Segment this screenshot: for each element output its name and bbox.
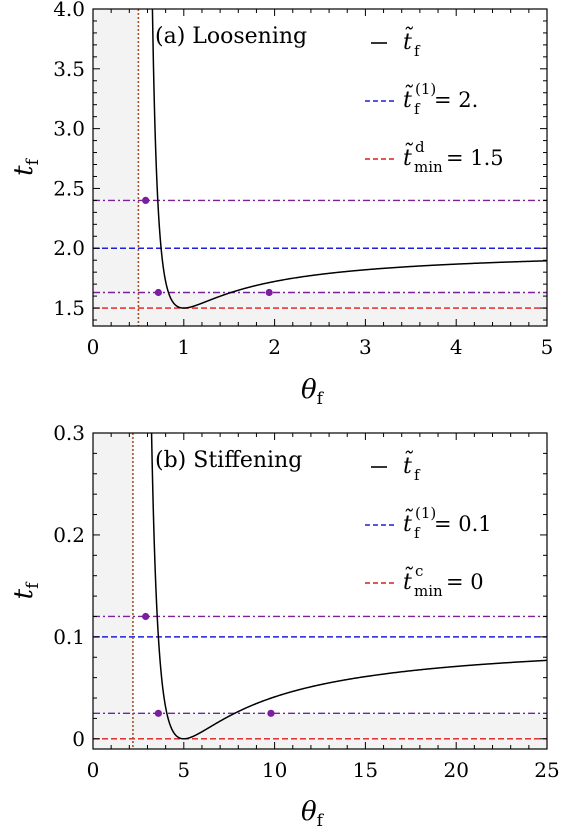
y-tick-label: 1.5 xyxy=(53,296,85,320)
legend-entry-1: t̃ f xyxy=(371,25,421,60)
shaded-region xyxy=(93,433,133,749)
x-axis-label: θf xyxy=(301,375,325,409)
legend-subscript: f xyxy=(414,42,421,60)
legend-value: = 0 xyxy=(446,570,484,594)
legend-value: = 2. xyxy=(434,88,478,112)
legend-symbol: t̃ xyxy=(403,141,414,171)
x-tick-label: 2 xyxy=(268,335,281,359)
data-point-1 xyxy=(142,196,150,204)
panel-title: (a) Loosening xyxy=(155,24,307,49)
x-axis: 0 5 10 15 20 25 xyxy=(87,433,560,782)
data-point-2 xyxy=(154,288,162,297)
shaded-region xyxy=(93,9,139,326)
y-tick-label: 3.5 xyxy=(53,57,85,81)
y-axis-label: tf xyxy=(9,157,43,175)
data-curve xyxy=(151,9,547,309)
x-tick-label: 0 xyxy=(87,335,100,359)
plot-frame xyxy=(92,8,548,327)
legend-superscript: c xyxy=(415,562,423,580)
shaded-region xyxy=(138,292,547,326)
legend-subscript: f xyxy=(414,466,421,484)
y-tick-label: 0.1 xyxy=(53,625,85,649)
legend-entry-2: t̃ (1) f = 0.1 xyxy=(365,504,492,542)
legend-symbol: t̃ xyxy=(403,449,414,479)
y-tick-label: 2.5 xyxy=(53,176,85,200)
data-point-3 xyxy=(267,709,275,717)
data-curve xyxy=(150,433,547,740)
plot-area xyxy=(93,433,547,749)
legend-value: = 0.1 xyxy=(434,512,492,536)
legend-value: = 1.5 xyxy=(446,146,504,170)
legend-symbol: t̃ xyxy=(403,565,414,595)
x-tick-label: 5 xyxy=(541,335,554,359)
y-tick-label: 2.0 xyxy=(53,236,85,260)
legend-subscript: f xyxy=(414,524,421,542)
x-tick-label: 10 xyxy=(262,758,287,782)
x-tick-label: 3 xyxy=(359,335,372,359)
y-tick-label: 0 xyxy=(72,727,85,751)
legend-symbol: t̃ xyxy=(403,25,414,55)
plot-area xyxy=(93,9,547,326)
x-tick-label: 4 xyxy=(450,335,463,359)
x-tick-label: 20 xyxy=(443,758,468,782)
plot-frame xyxy=(92,432,548,750)
legend-entry-3: t̃ c min = 0 xyxy=(365,562,484,600)
x-axis-label-main: θ xyxy=(301,375,317,405)
y-tick-label: 4.0 xyxy=(53,0,85,21)
x-axis-label: θf xyxy=(301,797,325,831)
legend-superscript: d xyxy=(415,138,425,156)
x-tick-label: 1 xyxy=(177,335,190,359)
data-point-3 xyxy=(265,288,273,297)
legend-subscript: min xyxy=(414,158,443,176)
shaded-region xyxy=(132,713,547,749)
x-tick-label: 5 xyxy=(177,758,190,782)
legend-entry-1: t̃ f xyxy=(371,449,421,484)
y-tick-label: 3.0 xyxy=(53,117,85,141)
y-axis: 0 0.1 0.2 0.3 xyxy=(53,421,547,751)
data-point-1 xyxy=(142,612,150,621)
legend-entry-3: t̃ d min = 1.5 xyxy=(365,138,504,176)
x-axis: 0 1 2 3 4 5 xyxy=(87,9,554,359)
legend-subscript: f xyxy=(414,100,421,118)
data-point-2 xyxy=(154,709,162,717)
legend-symbol: t̃ xyxy=(403,507,414,537)
x-tick-label: 25 xyxy=(534,758,559,782)
y-axis: 1.5 2.0 2.5 3.0 3.5 4.0 xyxy=(53,0,547,321)
y-tick-label: 0.3 xyxy=(53,421,85,445)
legend-symbol: t̃ xyxy=(403,83,414,113)
y-tick-label: 0.2 xyxy=(53,523,85,547)
panel-title: (b) Stiffening xyxy=(155,448,302,473)
legend-superscript: (1) xyxy=(415,504,436,522)
legend-superscript: (1) xyxy=(415,80,436,98)
x-tick-label: 15 xyxy=(353,758,378,782)
y-axis-label: tf xyxy=(9,581,43,599)
legend-entry-2: t̃ (1) f = 2. xyxy=(365,80,478,118)
x-tick-label: 0 xyxy=(87,758,100,782)
x-axis-label-main: θ xyxy=(301,797,317,827)
legend-subscript: min xyxy=(414,582,443,600)
